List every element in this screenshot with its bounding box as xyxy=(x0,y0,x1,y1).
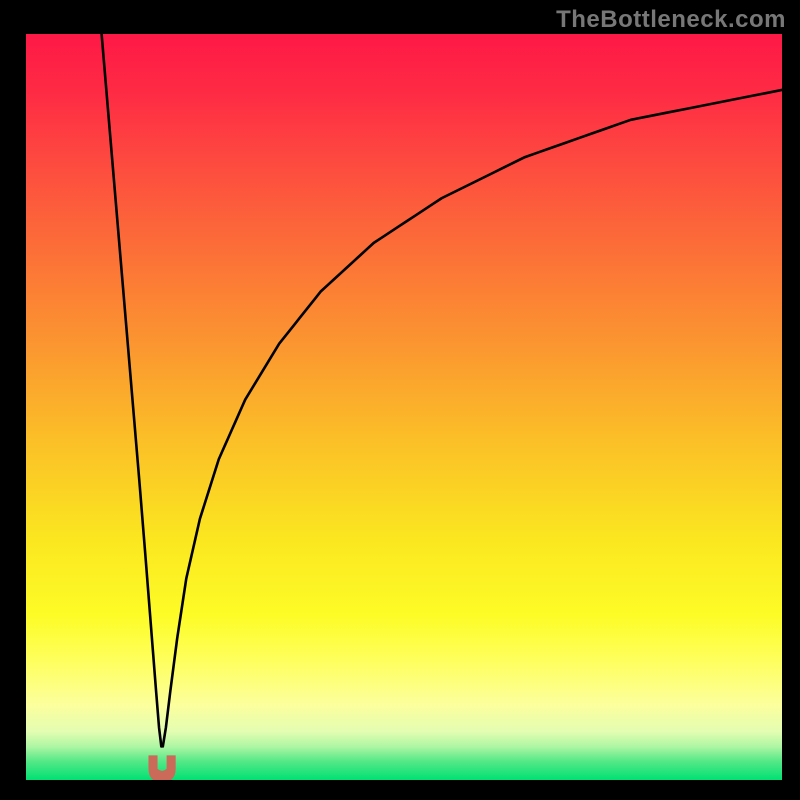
watermark-text: TheBottleneck.com xyxy=(556,6,786,34)
chart-svg xyxy=(26,34,782,780)
plot-area xyxy=(26,34,782,780)
chart-frame: TheBottleneck.com xyxy=(0,0,800,800)
gradient-background xyxy=(26,34,782,780)
